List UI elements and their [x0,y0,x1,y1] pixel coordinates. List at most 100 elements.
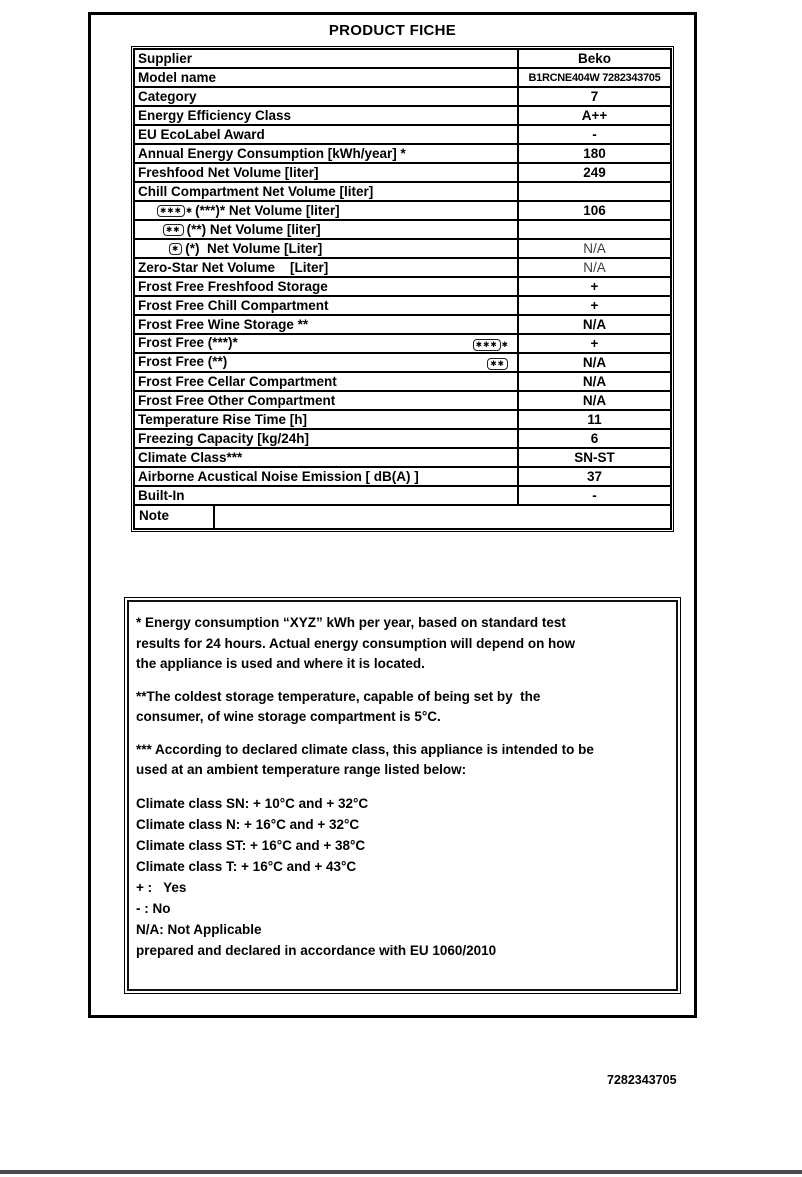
row-value: N/A [516,371,673,392]
row-value: 180 [516,143,673,164]
row-value [516,219,673,240]
row-label-text: Zero-Star Net Volume [Liter] [138,260,329,275]
notes-box-content: * Energy consumption “XYZ” kWh per year,… [127,600,678,991]
freezer-star-outer: ✱ [501,340,508,349]
freezer-star-box: ✱✱ [487,358,508,370]
row-label: Zero-Star Net Volume [Liter] [133,257,519,278]
table-row: Built-In - [133,485,673,506]
row-value: 7 [516,86,673,107]
freezer-star-icon: ✱ [169,241,183,256]
table-row: EU EcoLabel Award - [133,124,673,145]
note-paragraph: **The coldest storage temperature, capab… [136,688,541,725]
row-value: + [516,295,673,316]
fiche-table: Supplier Beko Model name B1RCNE404W 7282343… [131,46,674,532]
freezer-star-box: ✱✱✱ [157,205,185,217]
note-row-label: Note [135,506,215,528]
row-label: Freezing Capacity [kg/24h] [133,428,519,449]
row-label: ✱ (*) Net Volume [Liter] [133,238,519,259]
row-label: Energy Efficiency Class [133,105,519,126]
row-label-text: Temperature Rise Time [h] [138,412,308,427]
row-label-text: Frost Free Other Compartment [138,393,336,408]
table-row: ✱✱ (**) Net Volume [liter] [133,219,673,240]
note-line: Climate class T: + 16°C and + 43°C [136,858,357,874]
table-row: ✱✱✱ ✱ (***)* Net Volume [liter] 106 [133,200,673,221]
table-row: Frost Free Wine Storage ** N/A [133,314,673,335]
row-label: Chill Compartment Net Volume [liter] [133,181,519,202]
table-row: Climate Class*** SN-ST [133,447,673,468]
table-row: Airborne Acustical Noise Emission [ dB(A… [133,466,673,487]
row-value: 6 [516,428,673,449]
row-value: 106 [516,200,673,221]
row-label: Model name [133,67,519,88]
freezer-star-outer: ✱ [185,206,193,215]
row-label-text: Freezing Capacity [kg/24h] [138,431,310,446]
row-value: N/A [516,257,673,278]
page-title: PRODUCT FICHE [328,22,457,39]
row-label-text: EU EcoLabel Award [138,127,265,142]
document-border: PRODUCT FICHE Supplier Beko Model name B1RC… [88,12,697,1018]
row-label-text: Frost Free Cellar Compartment [138,374,337,389]
note-paragraph: *** According to declared climate class,… [136,741,594,778]
row-label: ✱✱✱ ✱ Frost Free (***)* [133,333,519,354]
table-row: ✱ (*) Net Volume [Liter] N/A [133,238,673,259]
row-label-text: Climate Class*** [138,450,243,465]
row-label-text: Category [138,89,197,104]
row-value: 37 [516,466,673,487]
table-row: Zero-Star Net Volume [Liter] N/A [133,257,673,278]
row-label-text: Model name [138,70,217,85]
table-row: Frost Free Other Compartment N/A [133,390,673,411]
row-label: Built-In [133,485,519,506]
row-label: Temperature Rise Time [h] [133,409,519,430]
row-label-text: (***)* Net Volume [liter] [195,203,340,218]
freezer-star-box: ✱✱✱ [472,339,501,351]
row-value: N/A [516,352,673,373]
table-row: Frost Free Cellar Compartment N/A [133,371,673,392]
table-row: ✱✱ Frost Free (**) N/A [133,352,673,373]
row-label: Frost Free Cellar Compartment [133,371,519,392]
row-label: Airborne Acustical Noise Emission [ dB(A… [133,466,519,487]
fiche-table-body: Supplier Beko Model name B1RCNE404W 7282343… [133,48,673,506]
table-row: Chill Compartment Net Volume [liter] [133,181,673,202]
note-line: Climate class SN: + 10°C and + 32°C [136,795,369,811]
row-value: + [516,333,673,354]
row-label-text: Chill Compartment Net Volume [liter] [138,184,374,199]
row-value: 249 [516,162,673,183]
freezer-star-icon: ✱✱✱ ✱ [472,337,508,351]
row-label-text: Built-In [138,488,185,503]
row-value: + [516,276,673,297]
row-value: SN-ST [516,447,673,468]
row-label-text: Supplier [138,51,193,66]
row-value: - [516,124,673,145]
freezer-star-box: ✱✱ [163,224,184,236]
table-row: Freshfood Net Volume [liter] 249 [133,162,673,183]
table-row: Annual Energy Consumption [kWh/year] * 18… [133,143,673,164]
row-label: ✱✱ Frost Free (**) [133,352,519,373]
row-label: ✱✱✱ ✱ (***)* Net Volume [liter] [133,200,519,221]
table-row-note: Note [133,504,672,530]
document-code: 7282343705 [607,1073,677,1087]
row-label-text: Frost Free (**) [138,354,228,369]
row-value: A++ [516,105,673,126]
row-label: Frost Free Other Compartment [133,390,519,411]
table-row: Frost Free Chill Compartment + [133,295,673,316]
table-row: ✱✱✱ ✱ Frost Free (***)* + [133,333,673,354]
row-label: Climate Class*** [133,447,519,468]
notes-box: * Energy consumption “XYZ” kWh per year,… [124,597,681,994]
table-row: Category 7 [133,86,673,107]
row-label: Frost Free Chill Compartment [133,295,519,316]
row-label-text: Freshfood Net Volume [liter] [138,165,319,180]
row-label: Annual Energy Consumption [kWh/year] * [133,143,519,164]
note-line: N/A: Not Applicable [136,921,262,937]
row-label-text: Frost Free (***)* [138,335,238,350]
note-line: Climate class ST: + 16°C and + 38°C [136,837,366,853]
row-label-text: Annual Energy Consumption [kWh/year] * [138,146,406,161]
row-label-text: (**) Net Volume [liter] [186,222,321,237]
row-value: Beko [516,48,673,69]
freezer-star-icon: ✱✱ [487,356,508,370]
row-label: Freshfood Net Volume [liter] [133,162,519,183]
row-label: Frost Free Wine Storage ** [133,314,519,335]
row-value: B1RCNE404W 7282343705 [516,67,673,88]
bottom-divider [0,1170,802,1174]
row-label: Category [133,86,519,107]
